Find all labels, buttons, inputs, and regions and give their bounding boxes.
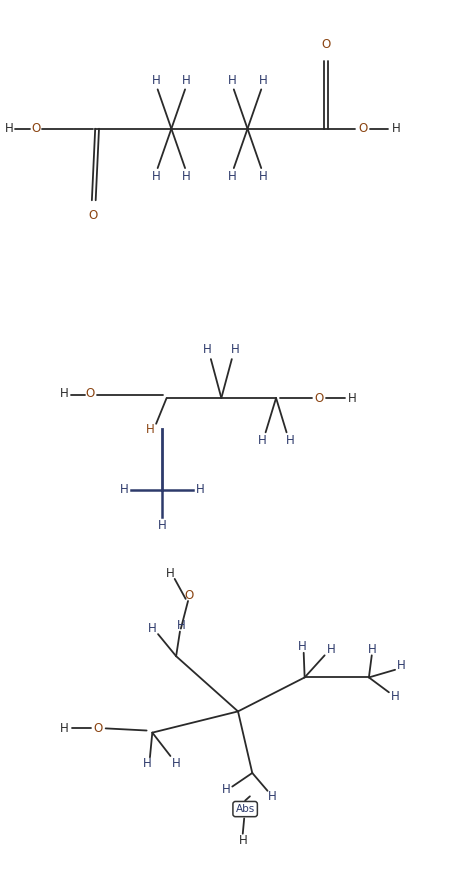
Text: H: H	[182, 74, 191, 88]
Text: H: H	[228, 74, 237, 88]
Text: H: H	[172, 756, 180, 770]
Text: O: O	[31, 122, 40, 135]
Text: H: H	[119, 483, 128, 496]
Text: H: H	[268, 789, 277, 803]
Text: H: H	[152, 74, 160, 88]
Text: H: H	[258, 170, 267, 183]
Text: H: H	[391, 690, 399, 703]
Text: H: H	[182, 170, 191, 183]
Text: H: H	[258, 434, 266, 447]
Text: H: H	[298, 640, 307, 654]
Text: H: H	[196, 483, 204, 496]
Text: H: H	[286, 434, 295, 447]
Text: O: O	[86, 387, 95, 400]
Text: H: H	[60, 721, 69, 735]
Text: H: H	[231, 343, 240, 356]
Text: H: H	[143, 756, 152, 770]
Text: O: O	[184, 589, 194, 603]
Text: O: O	[93, 721, 102, 735]
Text: H: H	[158, 519, 166, 532]
Text: H: H	[203, 343, 211, 356]
Text: H: H	[392, 122, 400, 135]
Text: H: H	[327, 644, 335, 656]
Text: H: H	[222, 783, 230, 797]
Text: Abs: Abs	[236, 804, 255, 814]
Text: O: O	[88, 209, 98, 223]
Text: H: H	[397, 659, 406, 672]
Text: H: H	[348, 392, 357, 404]
Text: H: H	[152, 170, 160, 183]
Text: O: O	[321, 38, 330, 51]
Text: O: O	[358, 122, 367, 135]
Text: H: H	[258, 74, 267, 88]
Text: H: H	[368, 644, 377, 656]
Text: H: H	[148, 622, 157, 635]
Text: H: H	[5, 122, 14, 135]
Text: O: O	[314, 392, 324, 404]
Text: H: H	[146, 423, 154, 436]
Text: H: H	[238, 834, 247, 848]
Text: H: H	[177, 620, 185, 632]
Text: H: H	[228, 170, 237, 183]
Text: H: H	[60, 387, 69, 400]
Text: H: H	[166, 568, 174, 580]
